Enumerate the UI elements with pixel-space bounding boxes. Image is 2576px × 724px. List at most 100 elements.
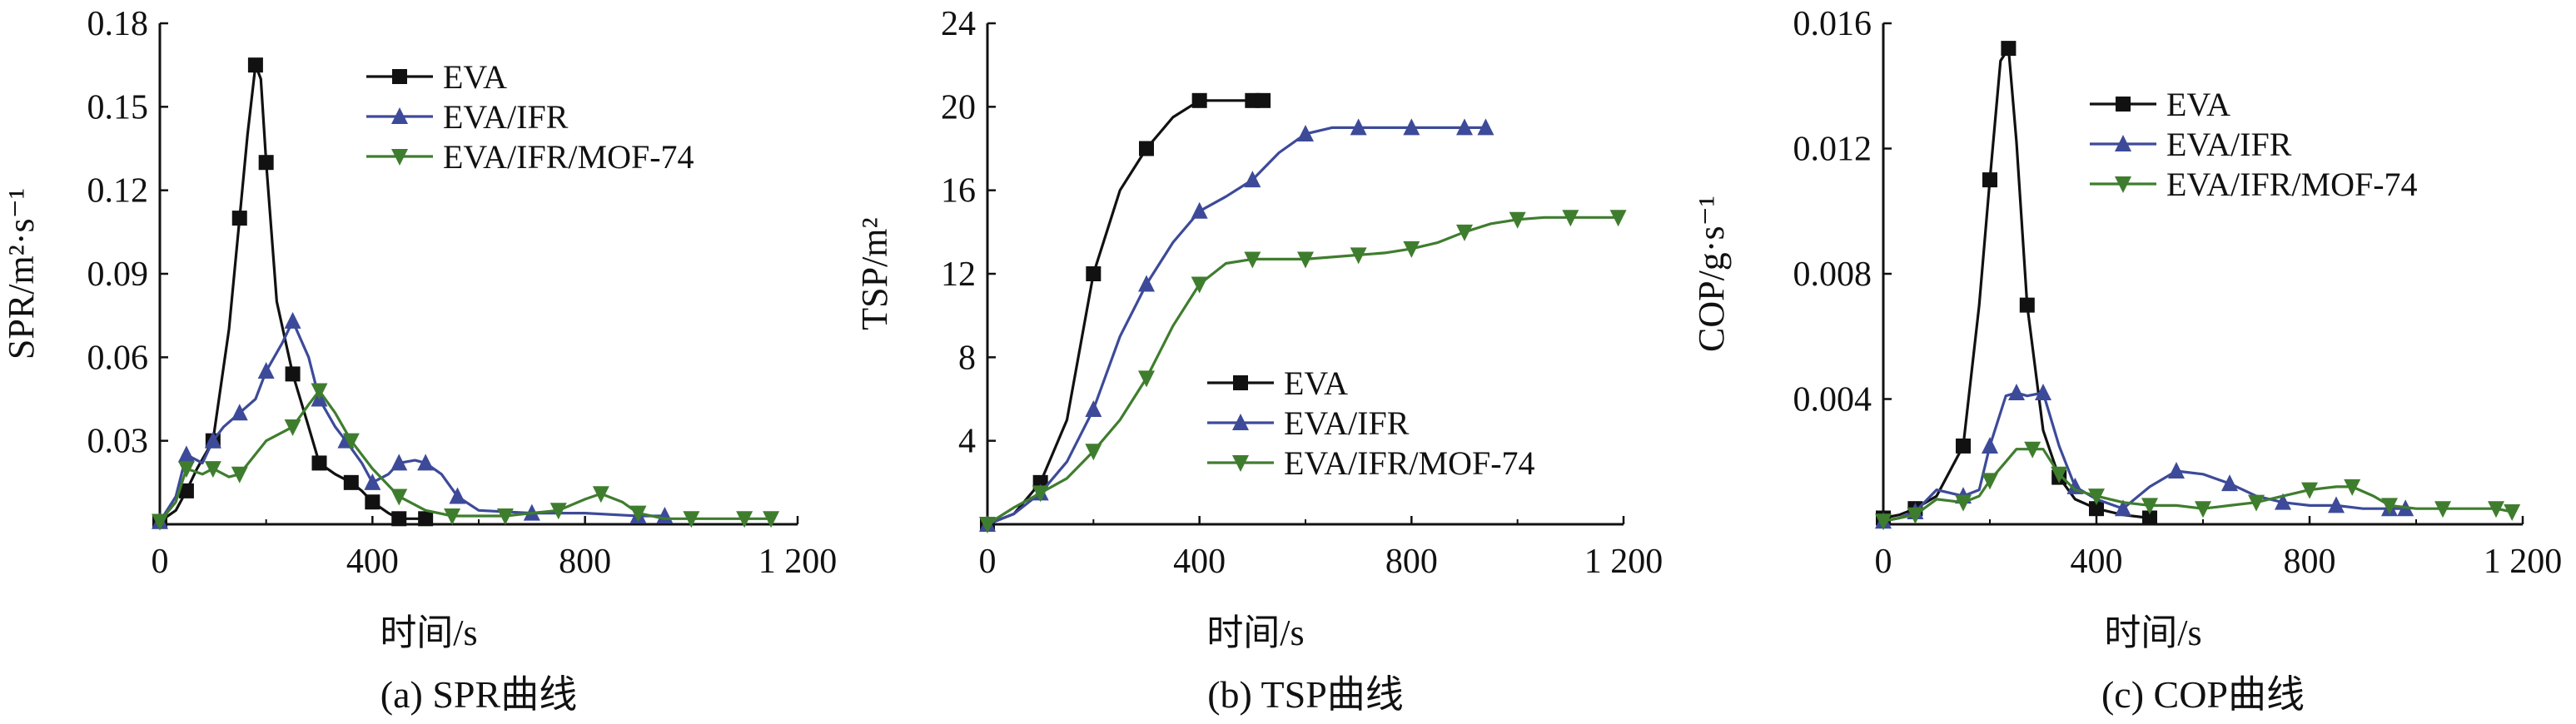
data-point	[2115, 499, 2131, 517]
data-point	[1956, 438, 1971, 454]
y-axis-label: COP/g·s⁻¹	[1691, 196, 1732, 352]
data-point	[417, 454, 435, 471]
y-tick-label: 0.004	[1793, 381, 1872, 419]
data-point	[2035, 383, 2051, 400]
data-point	[2434, 501, 2451, 518]
data-point	[1875, 513, 1892, 531]
data-point	[2051, 466, 2068, 483]
y-tick-label: 0.06	[87, 339, 149, 377]
legend-label: EVA	[1284, 364, 1348, 402]
panel-caption: (a) SPR曲线	[380, 673, 577, 716]
data-point	[284, 311, 301, 329]
y-tick-label: 0.012	[1793, 131, 1872, 169]
legend-marker	[1232, 414, 1249, 430]
legend-label: EVA/IFR	[2166, 126, 2292, 163]
panel-caption: (b) TSP曲线	[1207, 673, 1404, 716]
data-point	[285, 366, 301, 382]
x-tick-label: 400	[2071, 543, 2123, 581]
data-point	[311, 383, 328, 400]
data-point	[736, 511, 753, 528]
data-point	[449, 487, 466, 504]
x-tick-label: 0	[1875, 543, 1892, 581]
data-point	[1982, 172, 1997, 188]
data-point	[342, 433, 360, 450]
y-tick-label: 0.18	[87, 5, 149, 43]
data-point	[177, 461, 195, 479]
series-line	[987, 99, 1264, 526]
data-point	[343, 474, 359, 490]
data-point	[1562, 210, 1579, 227]
data-point	[231, 466, 248, 483]
data-point	[1609, 210, 1627, 227]
data-point	[1982, 473, 1998, 490]
data-point	[1982, 436, 1998, 454]
legend-label: EVA/IFR/MOF-74	[1284, 444, 1535, 482]
data-point	[1244, 171, 1261, 188]
x-axis-label: 时间/s	[1206, 612, 1304, 653]
data-point	[231, 211, 247, 226]
y-tick-label: 20	[941, 88, 976, 126]
data-point	[1191, 201, 1208, 219]
data-point	[2008, 383, 2025, 400]
data-point	[1297, 124, 1314, 141]
legend-marker	[1232, 455, 1249, 472]
data-point	[444, 508, 461, 525]
data-point	[979, 517, 996, 533]
data-point	[418, 511, 434, 527]
legend-marker	[2115, 135, 2131, 151]
data-point	[1955, 494, 1972, 512]
y-tick-label: 4	[958, 423, 976, 461]
data-point	[2221, 474, 2238, 492]
x-axis-label: 时间/s	[2104, 612, 2201, 653]
data-point	[1509, 211, 1526, 229]
data-point	[2248, 494, 2265, 512]
x-tick-label: 0	[152, 543, 169, 581]
legend-marker	[2116, 97, 2131, 112]
panel-caption: (c) COP曲线	[2101, 673, 2305, 716]
y-tick-label: 0.09	[87, 255, 149, 294]
legend-label: EVA/IFR/MOF-74	[2166, 166, 2418, 203]
legend-label: EVA/IFR	[1284, 404, 1410, 442]
x-tick-label: 800	[1385, 543, 1438, 581]
data-point	[2001, 41, 2017, 57]
series-line	[158, 389, 772, 523]
data-point	[1138, 275, 1155, 292]
data-point	[2088, 488, 2105, 506]
legend-label: EVA	[2166, 86, 2230, 123]
data-point	[1138, 370, 1155, 388]
data-point	[1139, 141, 1154, 156]
data-point	[1256, 92, 1271, 108]
data-point	[2344, 479, 2361, 496]
data-point	[1350, 118, 1367, 136]
data-point	[391, 511, 407, 527]
data-point	[2142, 510, 2157, 526]
y-tick-label: 0.008	[1793, 255, 1872, 294]
series-line	[158, 320, 665, 523]
x-tick-label: 800	[2284, 543, 2336, 581]
data-point	[2195, 501, 2211, 518]
series-line	[159, 63, 426, 523]
legend-marker	[1233, 375, 1248, 390]
data-point	[2328, 496, 2345, 513]
data-point	[1244, 251, 1261, 269]
legend-label: EVA/IFR	[443, 98, 569, 136]
data-point	[2019, 297, 2035, 313]
data-point	[1085, 400, 1102, 418]
panel-tsp: 0 400 800 1 200 4 8 12 16 20 24 时间/s TSP/m² (b) TSP曲…	[854, 5, 1663, 716]
data-point	[311, 455, 327, 471]
data-point	[204, 431, 221, 449]
y-tick-label: 12	[941, 255, 976, 294]
data-point	[1456, 118, 1473, 136]
x-tick-label: 400	[1173, 543, 1226, 581]
data-point	[365, 494, 380, 510]
data-point	[257, 362, 275, 379]
data-point	[1297, 251, 1314, 269]
data-point	[2089, 501, 2104, 517]
data-point	[231, 404, 248, 421]
x-tick-label: 1 200	[1584, 543, 1663, 581]
data-point	[2168, 462, 2185, 479]
data-point	[496, 508, 514, 525]
data-point	[1403, 241, 1420, 258]
data-point	[550, 503, 567, 520]
